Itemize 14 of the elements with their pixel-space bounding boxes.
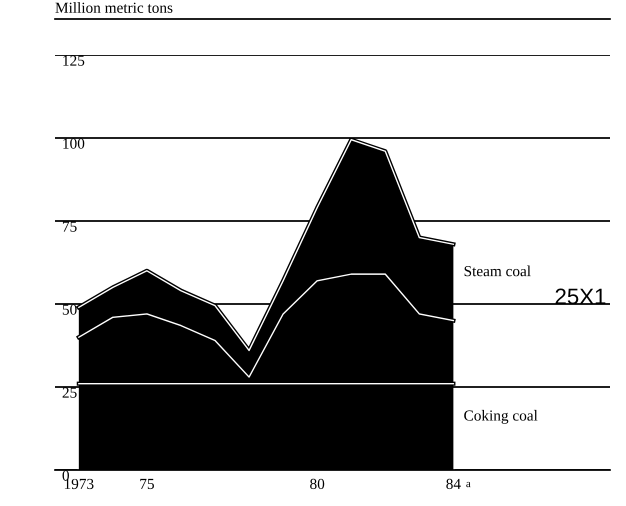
series-label: Steam coal bbox=[464, 266, 531, 276]
x-tick-label: 80 bbox=[310, 478, 324, 490]
text: a bbox=[466, 482, 471, 488]
y-tick-label: 50 bbox=[62, 304, 77, 315]
x-tick-label: 75 bbox=[140, 478, 154, 490]
y-tick-label: 25 bbox=[62, 387, 77, 398]
y-axis-title: Million metric tons bbox=[55, 2, 172, 13]
y-tick-label: 125 bbox=[63, 55, 84, 66]
series-label: Coking coal bbox=[464, 410, 538, 424]
y-tick-label: 75 bbox=[62, 222, 77, 232]
x-tick-label: 84 bbox=[446, 478, 461, 490]
y-tick-label: 100 bbox=[63, 138, 84, 149]
y-tick-label: 0 bbox=[62, 470, 69, 481]
x-tick-label: 1973 bbox=[64, 478, 94, 490]
